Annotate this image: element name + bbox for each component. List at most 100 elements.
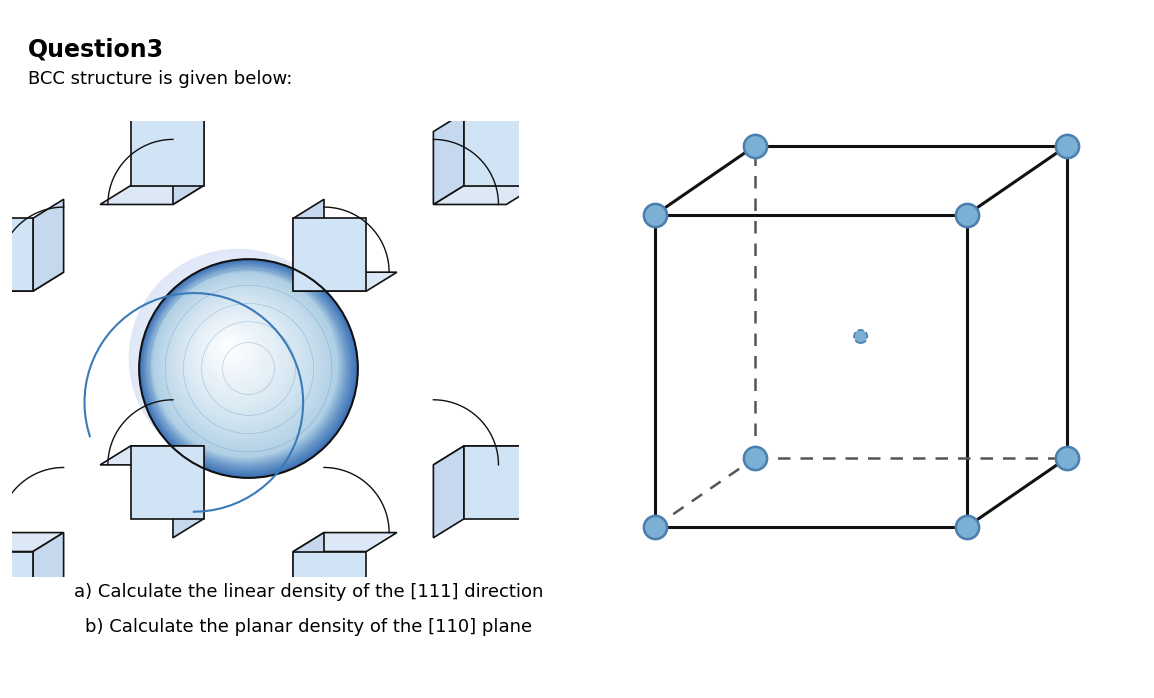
Circle shape: [223, 341, 234, 352]
Circle shape: [141, 261, 338, 458]
Circle shape: [163, 282, 323, 443]
Text: BCC structure is given below:: BCC structure is given below:: [28, 70, 292, 88]
Circle shape: [215, 332, 247, 365]
Circle shape: [204, 325, 285, 405]
Circle shape: [173, 292, 312, 431]
Circle shape: [151, 271, 340, 460]
Circle shape: [189, 308, 284, 403]
Point: [645, 521, 664, 533]
Polygon shape: [293, 533, 397, 551]
Polygon shape: [434, 112, 464, 205]
Circle shape: [150, 269, 343, 462]
Circle shape: [203, 321, 264, 383]
Point: [1057, 140, 1076, 151]
Circle shape: [157, 276, 324, 445]
Polygon shape: [173, 112, 203, 205]
Circle shape: [153, 274, 336, 456]
Circle shape: [228, 348, 265, 385]
Circle shape: [168, 289, 314, 434]
Circle shape: [201, 319, 267, 385]
Point: [645, 209, 664, 221]
Polygon shape: [0, 272, 63, 291]
Circle shape: [190, 309, 282, 401]
Circle shape: [209, 329, 282, 401]
Circle shape: [193, 313, 294, 415]
Circle shape: [201, 320, 288, 408]
Polygon shape: [293, 272, 397, 291]
Circle shape: [129, 248, 347, 468]
Circle shape: [188, 306, 286, 405]
Circle shape: [196, 317, 291, 411]
Circle shape: [156, 275, 334, 454]
Polygon shape: [100, 186, 203, 205]
Circle shape: [143, 263, 351, 471]
Point: [958, 521, 976, 533]
Polygon shape: [0, 551, 33, 625]
Circle shape: [195, 313, 276, 394]
Circle shape: [160, 281, 321, 441]
Polygon shape: [434, 446, 537, 465]
Circle shape: [145, 265, 350, 469]
Point: [852, 331, 870, 342]
Circle shape: [185, 304, 291, 409]
Circle shape: [133, 253, 344, 464]
Circle shape: [177, 295, 304, 422]
Circle shape: [177, 297, 308, 428]
Polygon shape: [130, 112, 203, 186]
Circle shape: [178, 297, 301, 420]
Text: a) Calculate the linear density of the [111] direction: a) Calculate the linear density of the […: [74, 583, 544, 601]
Circle shape: [170, 289, 313, 431]
Circle shape: [188, 309, 298, 418]
Circle shape: [141, 260, 355, 475]
Circle shape: [212, 331, 249, 367]
Circle shape: [210, 328, 254, 371]
Circle shape: [172, 290, 310, 429]
Circle shape: [194, 312, 278, 396]
Circle shape: [240, 361, 255, 375]
Circle shape: [158, 278, 330, 449]
Circle shape: [144, 265, 335, 454]
Polygon shape: [434, 446, 464, 537]
Circle shape: [212, 332, 278, 399]
Circle shape: [245, 364, 252, 372]
Polygon shape: [100, 446, 203, 465]
Circle shape: [167, 286, 316, 436]
Text: b) Calculate the planar density of the [110] plane: b) Calculate the planar density of the […: [85, 618, 532, 636]
Circle shape: [164, 283, 321, 440]
Circle shape: [204, 322, 262, 380]
Point: [745, 452, 764, 463]
Circle shape: [174, 294, 306, 425]
Circle shape: [166, 285, 319, 438]
Circle shape: [140, 259, 358, 478]
Circle shape: [217, 336, 275, 395]
Circle shape: [157, 276, 332, 452]
Circle shape: [142, 262, 353, 473]
Polygon shape: [293, 199, 324, 291]
Circle shape: [159, 279, 328, 447]
Circle shape: [205, 324, 260, 378]
Circle shape: [226, 343, 230, 348]
Circle shape: [183, 302, 293, 412]
Circle shape: [165, 285, 317, 438]
Circle shape: [220, 341, 271, 392]
Circle shape: [149, 269, 331, 451]
Polygon shape: [130, 446, 203, 519]
Circle shape: [198, 316, 271, 389]
Circle shape: [222, 339, 237, 354]
Text: Question3: Question3: [28, 38, 164, 62]
Polygon shape: [464, 446, 537, 519]
Circle shape: [225, 345, 268, 388]
Polygon shape: [434, 186, 537, 205]
Circle shape: [209, 327, 256, 374]
Polygon shape: [293, 533, 324, 625]
Point: [745, 140, 764, 151]
Circle shape: [225, 342, 232, 350]
Circle shape: [136, 257, 340, 461]
Point: [1057, 452, 1076, 463]
Polygon shape: [173, 446, 203, 537]
Circle shape: [182, 301, 295, 414]
Polygon shape: [33, 199, 63, 291]
Circle shape: [186, 305, 288, 407]
Circle shape: [216, 334, 245, 363]
Circle shape: [152, 273, 328, 447]
